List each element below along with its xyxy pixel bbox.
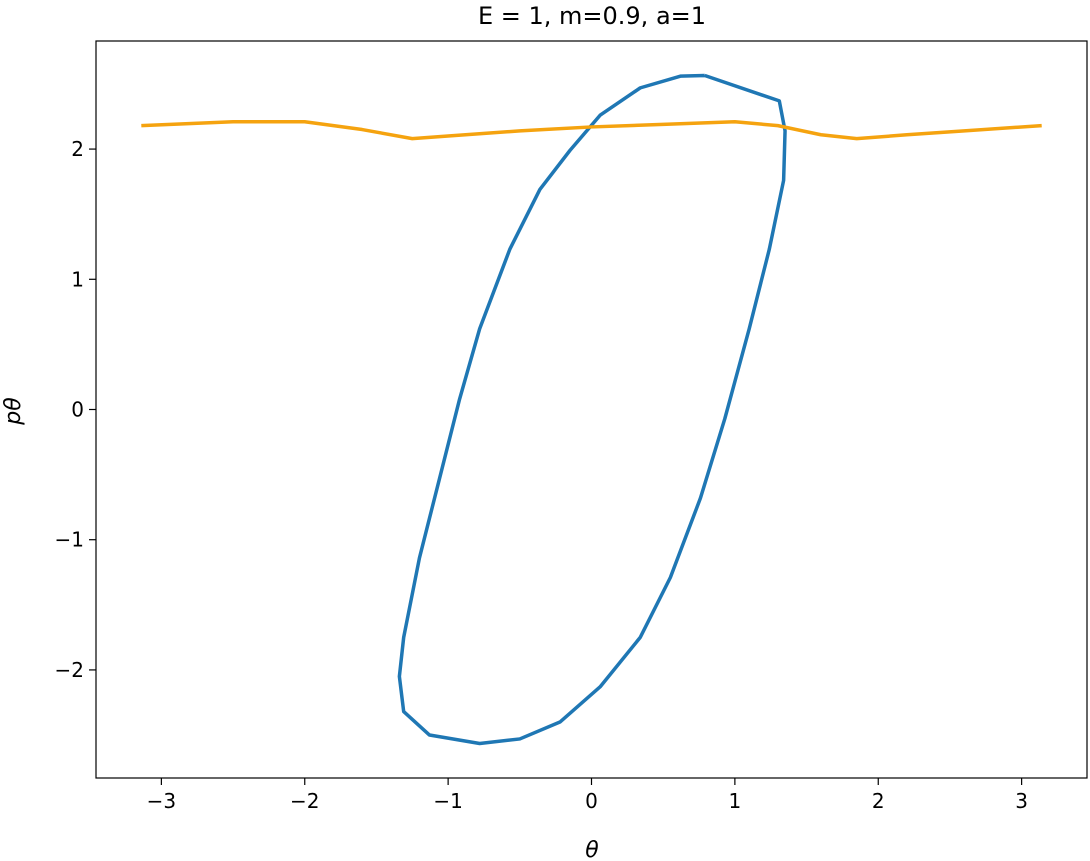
plot-frame — [95, 40, 1088, 779]
y-tick-label: −1 — [55, 528, 84, 552]
x-tick-label: −1 — [433, 789, 462, 813]
x-tick-label: −2 — [290, 789, 319, 813]
y-tick-label: −2 — [55, 658, 84, 682]
y-tick-label: 1 — [71, 267, 84, 291]
chart-title: E = 1, m=0.9, a=1 — [478, 2, 706, 30]
y-tick-label: 2 — [71, 137, 84, 161]
x-tick-label: 3 — [1015, 789, 1028, 813]
series-line — [397, 73, 787, 746]
x-tick-label: 0 — [585, 789, 598, 813]
y-tick-label: 0 — [71, 398, 84, 422]
x-tick-label: 2 — [872, 789, 885, 813]
x-tick-label: −3 — [147, 789, 176, 813]
y-axis-label: pθ — [1, 397, 26, 426]
series-line — [141, 119, 1042, 141]
x-tick-label: 1 — [729, 789, 742, 813]
x-axis-label: θ — [585, 838, 599, 861]
